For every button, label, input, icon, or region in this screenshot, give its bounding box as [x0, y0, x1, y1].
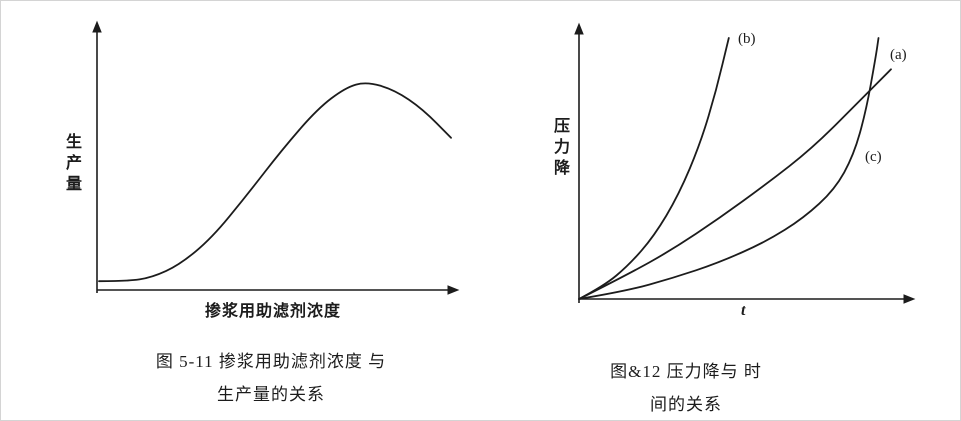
figure-5-11-plot — [92, 20, 460, 295]
right-caption-line1: 图&12 压力降与 时 — [610, 362, 762, 381]
curve-label-a: (a) — [890, 47, 907, 63]
left-caption-line2: 生产量的关系 — [217, 385, 325, 404]
figure-12-plot — [574, 22, 916, 304]
right-y-axis-label: 压力降 — [551, 117, 568, 180]
right-caption-line2: 间的关系 — [650, 395, 722, 414]
left-x-axis-label: 掺浆用助滤剂浓度 — [204, 303, 341, 320]
left-caption-line1: 图 5-11 掺浆用助滤剂浓度 与 — [155, 352, 387, 371]
curve-b — [578, 37, 730, 300]
production-curve — [98, 82, 452, 283]
right-x-axis-label: t — [741, 302, 746, 319]
curve-a — [578, 68, 892, 300]
left-y-axis-label: 生产量 — [63, 133, 80, 196]
curve-c — [578, 37, 880, 300]
curve-label-b: (b) — [738, 31, 756, 47]
curve-label-c: (c) — [865, 149, 882, 165]
